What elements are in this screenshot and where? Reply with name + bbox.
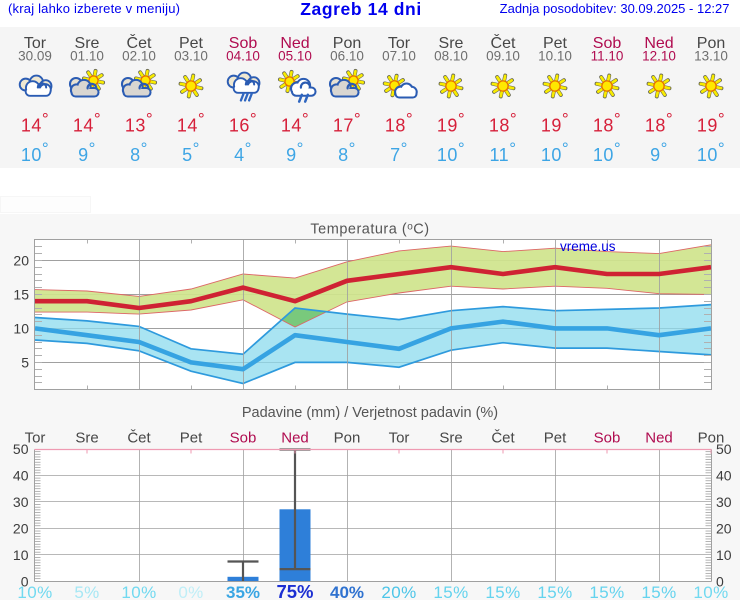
- svg-text:Pon: Pon: [334, 430, 361, 447]
- svg-text:02.10: 02.10: [122, 49, 156, 64]
- svg-text:15%: 15%: [485, 583, 520, 600]
- svg-text:20%: 20%: [381, 583, 416, 600]
- svg-text:Čet: Čet: [127, 430, 151, 447]
- svg-text:Čet: Čet: [127, 33, 152, 52]
- svg-text:Pon: Pon: [698, 430, 725, 447]
- svg-text:Ned: Ned: [281, 430, 309, 447]
- svg-text:Čet: Čet: [491, 430, 515, 447]
- svg-text:Tor: Tor: [389, 430, 410, 447]
- svg-text:09.10: 09.10: [486, 49, 520, 64]
- svg-text:10: 10: [716, 547, 732, 563]
- svg-text:12.10: 12.10: [642, 49, 676, 64]
- svg-text:Tor: Tor: [25, 430, 46, 447]
- svg-text:40: 40: [13, 468, 29, 484]
- svg-text:10%: 10%: [17, 583, 52, 600]
- svg-text:30: 30: [716, 494, 732, 510]
- svg-text:04.10: 04.10: [226, 49, 260, 64]
- svg-text:15: 15: [13, 286, 29, 302]
- svg-text:0%: 0%: [178, 583, 203, 600]
- svg-text:Sob: Sob: [229, 35, 258, 52]
- svg-text:30.09: 30.09: [18, 49, 52, 64]
- svg-text:15%: 15%: [537, 583, 572, 600]
- svg-text:40: 40: [716, 468, 732, 484]
- svg-text:10%: 10%: [693, 583, 728, 600]
- svg-text:Sre: Sre: [439, 430, 462, 447]
- svg-text:Ned: Ned: [644, 35, 673, 52]
- svg-text:Pon: Pon: [333, 35, 361, 52]
- svg-text:Pon: Pon: [697, 35, 725, 52]
- svg-text:5%: 5%: [74, 583, 99, 600]
- svg-text:15%: 15%: [641, 583, 676, 600]
- svg-text:Pet: Pet: [544, 430, 567, 447]
- svg-text:5: 5: [21, 354, 29, 370]
- svg-text:20: 20: [716, 520, 732, 536]
- svg-text:20: 20: [13, 520, 29, 536]
- svg-text:50: 50: [716, 441, 732, 457]
- svg-text:Sre: Sre: [439, 35, 464, 52]
- svg-text:Sre: Sre: [75, 430, 98, 447]
- svg-text:13.10: 13.10: [694, 49, 728, 64]
- svg-text:Zagreb 14 dni: Zagreb 14 dni: [300, 0, 422, 19]
- svg-text:Padavine (mm) / Verjetnost pad: Padavine (mm) / Verjetnost padavin (%): [242, 405, 498, 421]
- svg-text:Sre: Sre: [75, 35, 100, 52]
- svg-text:35%: 35%: [226, 583, 260, 600]
- svg-text:(kraj lahko izberete v meniju): (kraj lahko izberete v meniju): [8, 1, 180, 16]
- svg-text:Sob: Sob: [593, 35, 622, 52]
- svg-text:Pet: Pet: [543, 35, 568, 52]
- svg-text:Tor: Tor: [388, 35, 411, 52]
- svg-text:01.10: 01.10: [70, 49, 104, 64]
- svg-text:75%: 75%: [276, 581, 313, 600]
- svg-text:03.10: 03.10: [174, 49, 208, 64]
- svg-text:Zadnja posodobitev: 30.09.2025: Zadnja posodobitev: 30.09.2025 - 12:27: [500, 1, 730, 16]
- svg-text:Ned: Ned: [645, 430, 673, 447]
- svg-text:50: 50: [13, 441, 29, 457]
- svg-text:Ned: Ned: [280, 35, 309, 52]
- svg-text:Sob: Sob: [230, 430, 257, 447]
- svg-text:10%: 10%: [121, 583, 156, 600]
- svg-text:06.10: 06.10: [330, 49, 364, 64]
- svg-text:Pet: Pet: [179, 35, 204, 52]
- svg-text:30: 30: [13, 494, 29, 510]
- svg-text:Pet: Pet: [180, 430, 203, 447]
- svg-text:Temperatura (oC): Temperatura (oC): [310, 222, 429, 238]
- svg-text:11.10: 11.10: [591, 49, 624, 64]
- svg-text:15%: 15%: [433, 583, 468, 600]
- svg-text:Tor: Tor: [24, 35, 47, 52]
- svg-text:20: 20: [13, 252, 29, 268]
- svg-text:10.10: 10.10: [538, 49, 572, 64]
- svg-text:0: 0: [21, 573, 29, 589]
- svg-text:vreme.us: vreme.us: [560, 239, 616, 254]
- svg-text:40%: 40%: [330, 583, 364, 600]
- svg-text:07.10: 07.10: [382, 49, 416, 64]
- svg-text:10: 10: [13, 547, 29, 563]
- svg-text:15%: 15%: [589, 583, 624, 600]
- svg-text:0: 0: [716, 573, 724, 589]
- svg-text:10: 10: [13, 320, 29, 336]
- svg-text:Sob: Sob: [594, 430, 621, 447]
- svg-text:05.10: 05.10: [278, 49, 312, 64]
- svg-text:Čet: Čet: [491, 33, 516, 52]
- svg-text:08.10: 08.10: [434, 49, 468, 64]
